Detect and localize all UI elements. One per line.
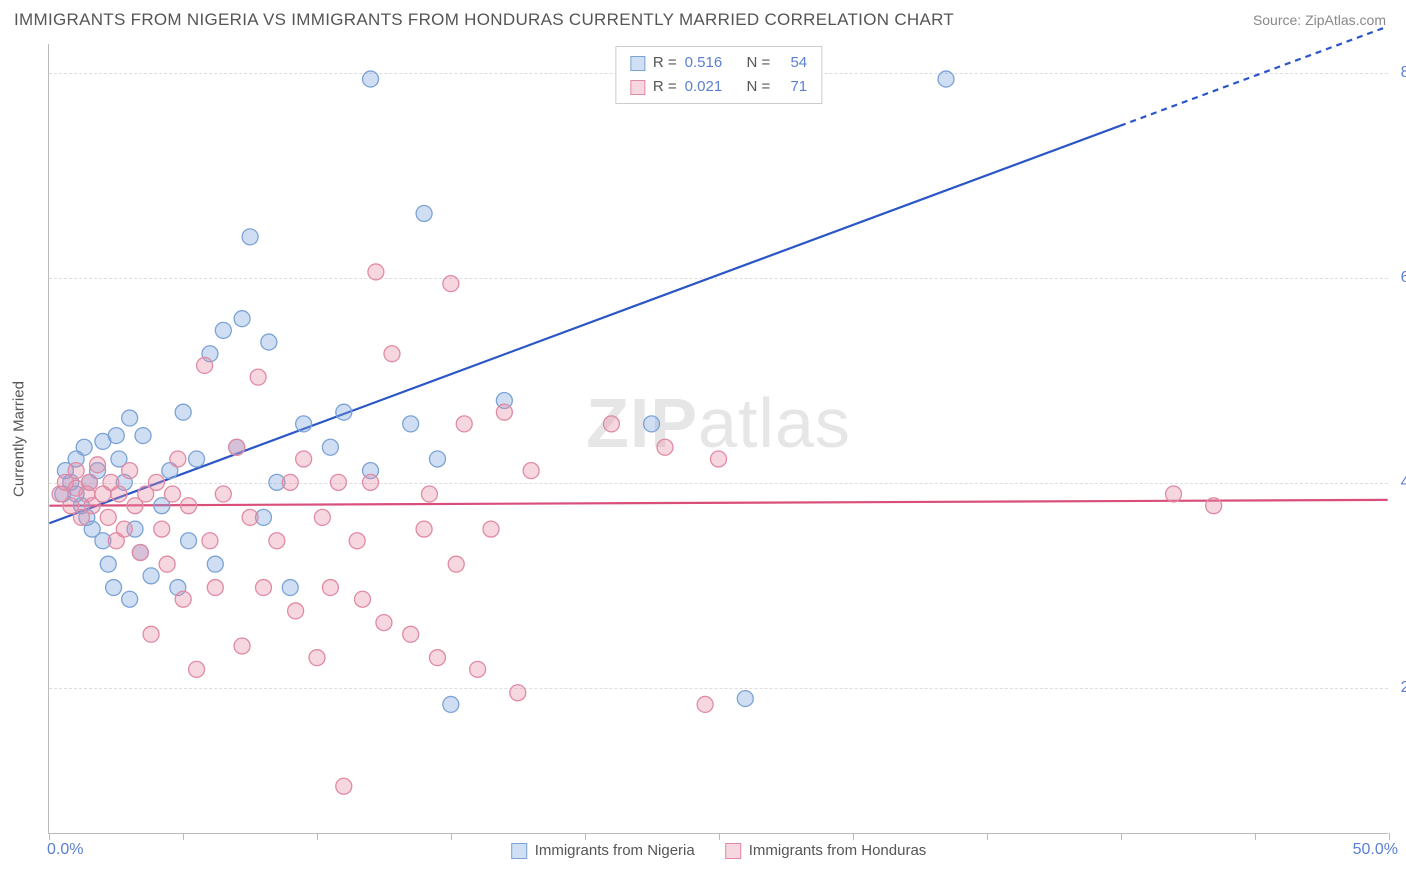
x-tick — [451, 833, 452, 840]
y-tick-label: 45.0% — [1401, 474, 1406, 492]
legend-label: Immigrants from Nigeria — [535, 842, 695, 859]
y-tick-label: 80.0% — [1401, 64, 1406, 82]
x-axis-max-label: 50.0% — [1353, 841, 1398, 859]
scatter-svg — [49, 44, 1388, 833]
legend-row-nigeria: R = 0.516 N = 54 — [630, 51, 807, 75]
swatch-nigeria-icon — [511, 843, 527, 859]
x-tick — [49, 833, 50, 840]
chart-plot-area: Currently Married 27.5%45.0%62.5%80.0% Z… — [48, 44, 1388, 834]
y-tick-label: 62.5% — [1401, 269, 1406, 287]
correlation-legend: R = 0.516 N = 54 R = 0.021 N = 71 — [615, 46, 822, 104]
series-legend: Immigrants from Nigeria Immigrants from … — [511, 842, 927, 859]
x-tick — [183, 833, 184, 840]
x-tick — [317, 833, 318, 840]
chart-title: IMMIGRANTS FROM NIGERIA VS IMMIGRANTS FR… — [14, 10, 954, 30]
legend-row-honduras: R = 0.021 N = 71 — [630, 75, 807, 99]
x-axis-min-label: 0.0% — [47, 841, 83, 859]
swatch-honduras-icon — [725, 843, 741, 859]
x-tick — [1255, 833, 1256, 840]
y-axis-title: Currently Married — [11, 381, 28, 497]
legend-item-nigeria: Immigrants from Nigeria — [511, 842, 695, 859]
swatch-honduras — [630, 80, 645, 95]
legend-label: Immigrants from Honduras — [749, 842, 927, 859]
x-tick — [987, 833, 988, 840]
x-tick — [1121, 833, 1122, 840]
x-tick — [719, 833, 720, 840]
y-tick-label: 27.5% — [1401, 679, 1406, 697]
swatch-nigeria — [630, 56, 645, 71]
source-attribution: Source: ZipAtlas.com — [1253, 12, 1386, 28]
legend-item-honduras: Immigrants from Honduras — [725, 842, 927, 859]
x-tick — [585, 833, 586, 840]
x-tick — [1389, 833, 1390, 840]
x-tick — [853, 833, 854, 840]
